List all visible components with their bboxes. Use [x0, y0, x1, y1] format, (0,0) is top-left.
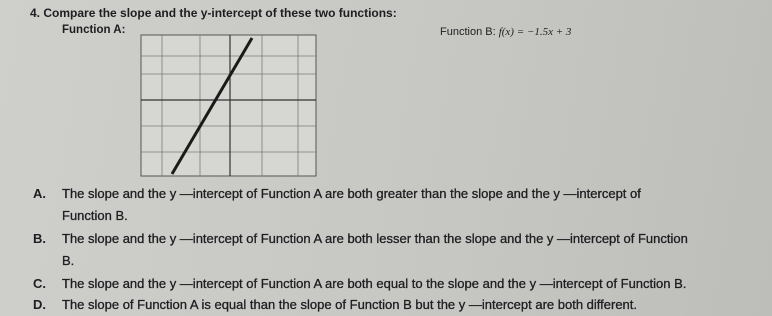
option-text: The slope and the y —intercept of Functi… [62, 186, 641, 201]
option-letter: A. [33, 186, 46, 201]
option-text: The slope and the y —intercept of Functi… [62, 276, 687, 291]
graph-axes [141, 35, 316, 176]
option-text: The slope and the y —intercept of Functi… [62, 231, 688, 246]
option-letter: D. [33, 297, 46, 312]
option-text: Function B. [62, 208, 128, 223]
function-b: Function B: f(x) = −1.5x + 3 [440, 26, 571, 38]
graph-grid [141, 35, 316, 176]
function-b-formula: f(x) = −1.5x + 3 [498, 26, 572, 38]
function-b-label: Function B: [440, 26, 496, 38]
option-letter: C. [33, 276, 46, 291]
graph-frame [140, 34, 317, 177]
option-text: B. [62, 253, 75, 268]
function-a-graph [140, 34, 317, 177]
option-text: The slope of Function A is equal than th… [62, 297, 638, 312]
question-number: 4. [30, 6, 41, 20]
question-text: Compare the slope and the y-intercept of… [43, 6, 397, 20]
function-a-line [170, 37, 254, 175]
option-letter: B. [33, 231, 46, 246]
question: 4. Compare the slope and the y-intercept… [30, 6, 397, 20]
function-a-label: Function A: [62, 24, 126, 36]
